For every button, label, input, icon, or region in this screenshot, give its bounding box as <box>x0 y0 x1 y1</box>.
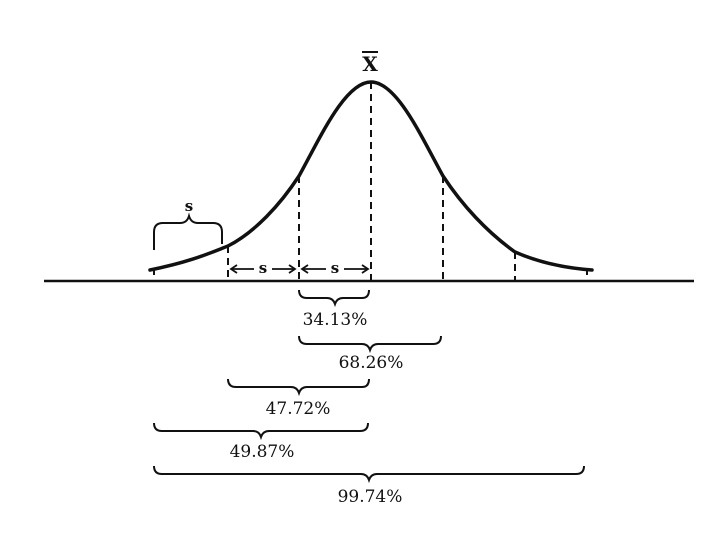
mean-label: X <box>362 52 378 76</box>
brace-99-74 <box>153 465 585 484</box>
sd-label-upper: s <box>185 197 193 215</box>
sd-brace-upper <box>153 212 223 250</box>
label-68-26: 68.26% <box>339 353 404 373</box>
brace-49-87 <box>153 422 369 441</box>
label-47-72: 47.72% <box>266 399 331 419</box>
sd-label-lower-right: s <box>331 259 339 277</box>
brace-34-13 <box>298 289 370 308</box>
label-49-87: 49.87% <box>230 442 295 462</box>
label-34-13: 34.13% <box>303 310 368 330</box>
sd-label-lower-left: s <box>259 259 267 277</box>
brace-68-26 <box>298 335 442 354</box>
label-99-74: 99.74% <box>338 487 403 507</box>
brace-47-72 <box>227 378 370 397</box>
